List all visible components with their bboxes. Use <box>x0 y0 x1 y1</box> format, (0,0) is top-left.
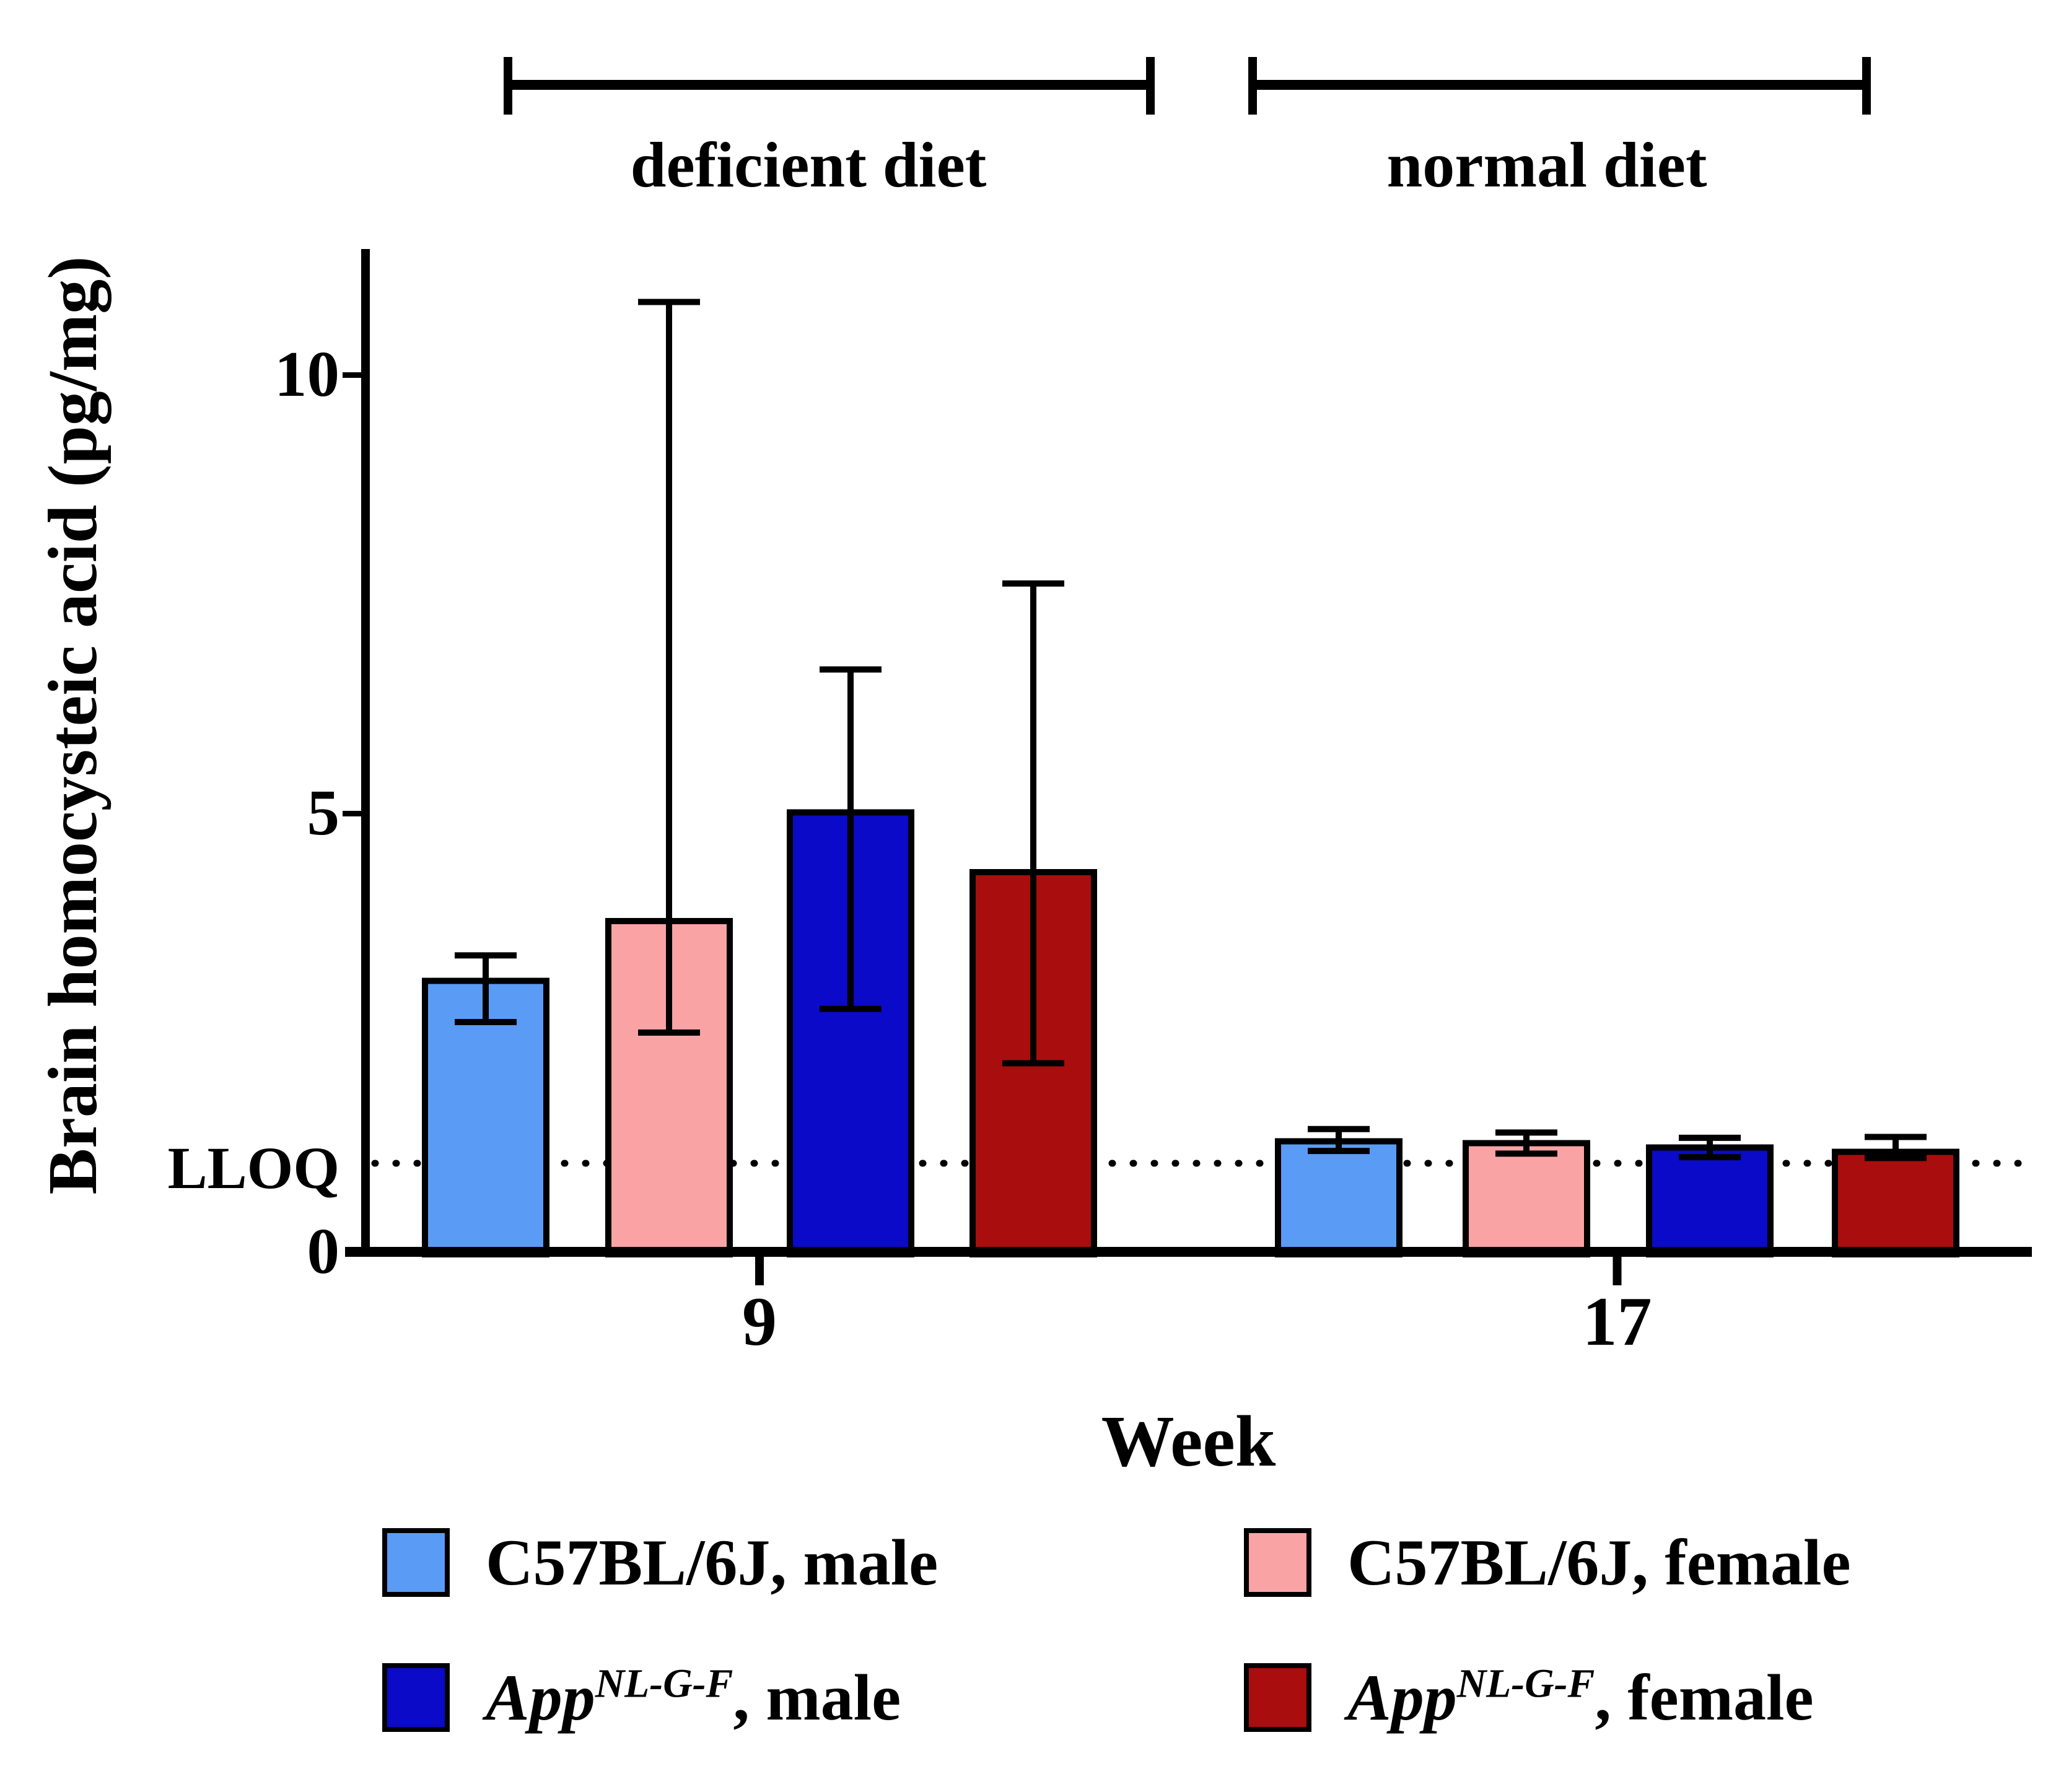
x-tick-mark <box>755 1257 764 1285</box>
diet-bracket-end-tick <box>504 57 512 115</box>
y-tick-mark <box>343 372 361 378</box>
y-axis-title: Brain homocysteic acid (pg/mg) <box>35 256 112 1195</box>
diet-bracket-line <box>508 80 1150 90</box>
normal-diet-label: normal diet <box>1386 129 1707 201</box>
legend-item: C57BL/6J, male <box>382 1525 938 1601</box>
bar-app-nl-g-f-male-week17 <box>1646 1144 1774 1257</box>
legend-item: AppNL-G-F, female <box>1244 1660 1814 1736</box>
diet-bracket-end-tick <box>1248 57 1257 115</box>
legend-label: C57BL/6J, male <box>486 1526 939 1599</box>
x-tick-label-week9: 9 <box>742 1283 777 1360</box>
legend-swatch-c57-female <box>1244 1528 1311 1598</box>
y-tick-label: 5 <box>307 776 340 849</box>
bar-c57bl-6j-female-week17 <box>1463 1140 1590 1258</box>
lloq-label: LLOQ <box>167 1134 339 1201</box>
x-tick-label-week17: 17 <box>1582 1283 1652 1360</box>
deficient-diet-label: deficient diet <box>630 129 987 201</box>
y-axis-line <box>361 249 370 1257</box>
diet-bracket-end-tick <box>1146 57 1155 115</box>
y-tick-label: 10 <box>274 338 339 410</box>
legend-label: AppNL-G-F, male <box>486 1661 901 1734</box>
x-tick-mark <box>1613 1257 1622 1285</box>
bar-app-nl-g-f-female-week17 <box>1832 1148 1959 1258</box>
legend-label: AppNL-G-F, female <box>1347 1661 1814 1734</box>
diet-bracket-line <box>1253 80 1866 90</box>
x-axis-title: Week <box>1101 1401 1276 1482</box>
legend-swatch-app-male <box>382 1663 450 1733</box>
y-tick-mark <box>343 811 361 816</box>
legend-swatch-c57-male <box>382 1528 450 1598</box>
y-tick-label: 0 <box>307 1215 340 1287</box>
diet-bracket-end-tick <box>1862 57 1871 115</box>
legend-item: AppNL-G-F, male <box>382 1660 901 1736</box>
bar-c57bl-6j-male-week17 <box>1275 1138 1403 1257</box>
x-axis-line <box>345 1247 2032 1257</box>
legend-swatch-app-female <box>1244 1663 1311 1733</box>
legend-item: C57BL/6J, female <box>1244 1525 1851 1601</box>
legend-label: C57BL/6J, female <box>1347 1526 1851 1599</box>
